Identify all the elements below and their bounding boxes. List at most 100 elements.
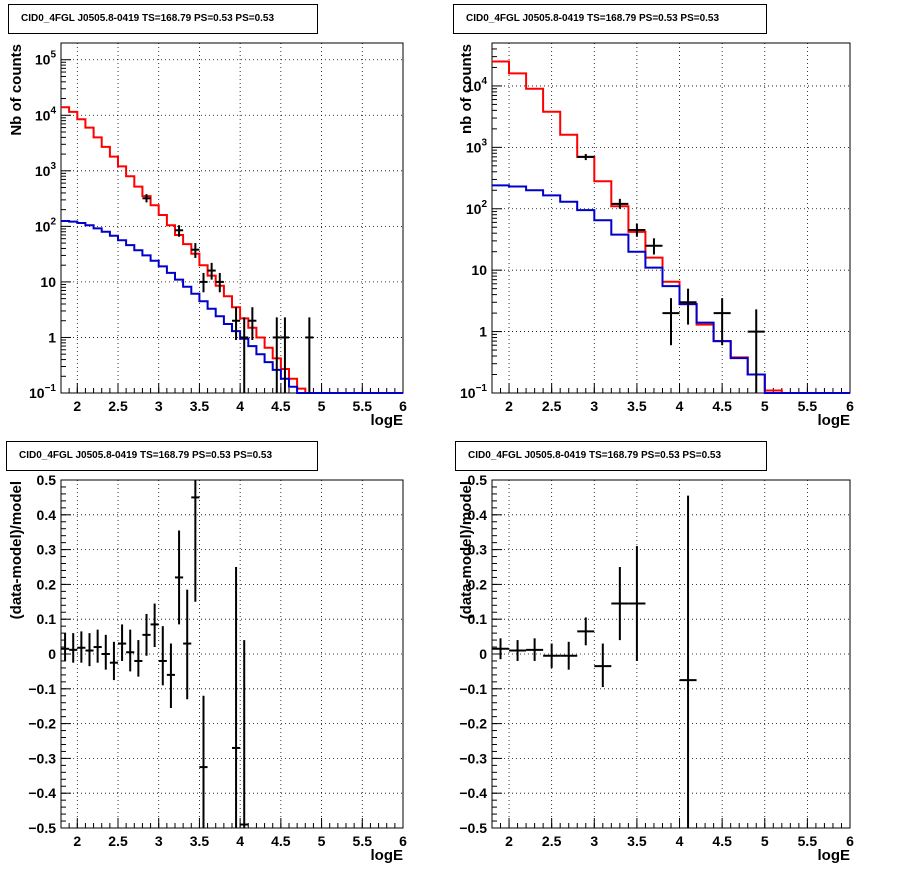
data-point: [679, 288, 697, 325]
data-point: [577, 617, 595, 646]
data-points: [142, 194, 314, 393]
x-axis-label: logE: [818, 847, 851, 864]
data-point: [191, 243, 200, 258]
plot-frame: [60, 42, 404, 394]
residual-right-title: CID0_4FGL J0505.8-0419 TS=168.79 PS=0.53…: [455, 441, 767, 471]
y-tick-label: −0.2: [28, 716, 56, 732]
data-point: [594, 643, 612, 688]
data-point: [134, 640, 143, 677]
y-tick-label: 0.5: [37, 472, 57, 488]
data-point: [248, 307, 257, 340]
y-tick-base: 10: [460, 385, 476, 401]
x-tick-label: 5.5: [798, 833, 818, 849]
y-tick-label: −0.2: [459, 716, 487, 732]
x-tick-label: 2: [505, 833, 513, 849]
grid: [61, 480, 404, 828]
y-tick-base: 10: [35, 107, 51, 123]
y-tick-label: 0.3: [37, 542, 57, 558]
x-tick-label: 2: [73, 833, 81, 849]
data-point: [560, 641, 578, 670]
plot-frame: [491, 42, 851, 394]
y-tick-exponent: −1: [45, 383, 57, 394]
x-tick-label: 6: [399, 398, 407, 414]
data-points: [577, 153, 765, 393]
y-tick-label: 0.4: [37, 507, 57, 523]
y-tick-label: −0.3: [28, 750, 56, 766]
x-axis-label: logE: [818, 412, 851, 429]
x-tick-label: 3: [155, 398, 163, 414]
y-tick-label: −0.1: [28, 681, 56, 697]
data-point: [611, 567, 629, 641]
x-tick-label: 2.5: [542, 833, 562, 849]
y-tick-label: −0.1: [459, 681, 487, 697]
data-point: [509, 640, 527, 661]
x-tick-label: 4.5: [712, 398, 732, 414]
data-point: [215, 272, 224, 293]
residual-left-pad: 2 2.5 3 3.5 4 4.5 5 5.5 6 −0.5 −0.4 −0.3 −0.2 −0.1 0 0.…: [0, 437, 449, 875]
y-tick-exponent: 3: [50, 161, 56, 172]
data-point: [628, 546, 646, 661]
y-tick-label: −0.4: [28, 785, 56, 801]
x-tick-label: 4: [236, 833, 244, 849]
x-tick-label: 5: [761, 398, 769, 414]
x-tick-label: 3: [155, 833, 163, 849]
y-tick-label: −0.5: [459, 820, 487, 836]
data-point: [199, 272, 208, 293]
y-tick-label: 104: [466, 76, 488, 94]
data-point: [183, 589, 192, 700]
counts-left-chart: 2 2.5 3 3.5 4 4.5 5 5.5 610−1110102103104105logE…: [8, 42, 407, 429]
plot-frame: [491, 479, 851, 829]
y-axis-label: nb of counts: [458, 44, 475, 134]
y-tick-exponent: 4: [50, 105, 56, 116]
y-tick-label: 0.1: [37, 611, 57, 627]
y-tick-label: 0.2: [37, 576, 57, 592]
data-point: [526, 638, 544, 661]
y-tick-label: −0.4: [459, 785, 487, 801]
y-tick-base: 10: [466, 139, 482, 155]
x-tick-label: 6: [399, 833, 407, 849]
x-tick-label: 4: [676, 833, 684, 849]
plot-frame: [60, 479, 404, 829]
y-tick-label: −0.5: [28, 820, 56, 836]
counts-left-pad: 2 2.5 3 3.5 4 4.5 5 5.5 6 10−1 1 10 102 103 104 105 logE…: [0, 0, 449, 437]
y-tick-label: 105: [35, 50, 57, 68]
x-tick-label: 3: [590, 398, 598, 414]
y-tick-label: 103: [35, 161, 57, 179]
y-tick-exponent: 2: [50, 216, 56, 227]
y-tick-label: 10: [40, 274, 56, 290]
data-point: [492, 638, 510, 660]
x-tick-label: 2.5: [108, 833, 128, 849]
y-tick-exponent: 5: [50, 50, 56, 61]
data-point: [747, 309, 765, 393]
y-tick-label: 1: [479, 324, 487, 340]
x-axis-label: logE: [371, 847, 404, 864]
data-point: [77, 631, 86, 663]
y-tick-exponent: 3: [481, 137, 487, 148]
data-point: [101, 634, 110, 670]
x-tick-label: 3.5: [627, 398, 647, 414]
y-tick-label: 102: [35, 216, 57, 234]
data-point: [628, 223, 646, 237]
x-tick-label: 4: [236, 398, 244, 414]
x-tick-label: 4.5: [712, 833, 732, 849]
x-tick-label: 2: [505, 398, 513, 414]
source-model-histogram: [61, 220, 403, 394]
data-point: [93, 629, 102, 663]
data-point: [232, 567, 241, 828]
counts-right-title: CID0_4FGL J0505.8-0419 TS=168.79 PS=0.53…: [453, 4, 767, 34]
data-point: [175, 225, 184, 237]
x-tick-label: 5: [761, 833, 769, 849]
data-point: [240, 317, 249, 393]
data-point: [207, 262, 216, 280]
axes: [491, 479, 851, 829]
y-tick-base: 10: [35, 163, 51, 179]
x-tick-label: 4.5: [271, 833, 291, 849]
data-point: [191, 480, 200, 602]
y-tick-exponent: 2: [481, 199, 487, 210]
y-tick-label: 0.4: [468, 507, 488, 523]
data-point: [166, 643, 175, 708]
y-tick-base: 10: [29, 385, 45, 401]
y-tick-label: 0.1: [468, 611, 488, 627]
data-point: [126, 629, 135, 672]
y-tick-base: 10: [466, 78, 482, 94]
